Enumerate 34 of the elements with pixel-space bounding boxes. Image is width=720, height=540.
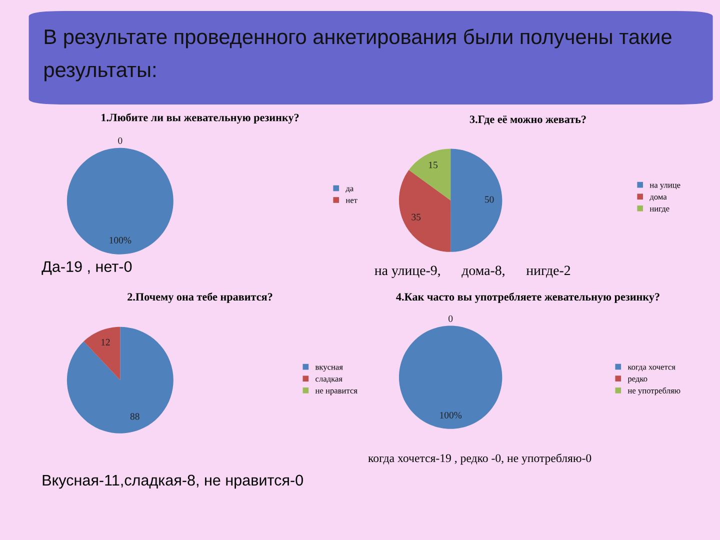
- chart-title: 2.Почему она тебе нравится?: [128, 292, 272, 303]
- data-label: 12: [101, 338, 110, 346]
- data-label: 88: [130, 413, 140, 420]
- pie-slice: [450, 148, 502, 252]
- legend-label: вкусная: [315, 366, 343, 372]
- text: когда хочется-19 , редко -0, не употребляю-0: [368, 454, 592, 465]
- chart-title: 4.Как часто вы употребляете жевательную резинку?: [396, 292, 660, 303]
- legend-label: нет: [346, 198, 358, 203]
- text: Вкусная-11,сладкая-8, не нравится-0: [42, 474, 303, 489]
- text: 0: [118, 137, 122, 144]
- legend-label: нигде: [650, 207, 670, 213]
- chart-title: 1.Любите ли вы жевательную резинку?: [102, 113, 299, 124]
- data-label: 35: [412, 214, 421, 220]
- data-label: 15: [429, 162, 438, 168]
- legend-label: не нравится: [315, 389, 358, 396]
- legend-label: не употребляю: [628, 387, 680, 396]
- text: В результате проведенного анкетирования были получены такие результаты:: [44, 28, 672, 82]
- data-label: 100%: [110, 236, 132, 244]
- legend-label: сладкая: [316, 378, 342, 384]
- pie-slice: [84, 326, 120, 380]
- legend-label: когда хочется: [628, 366, 676, 372]
- legend-label: на улице: [650, 184, 680, 190]
- legend-label: дома: [650, 196, 667, 202]
- pie-slice: [398, 170, 451, 252]
- pie-slice: [408, 148, 451, 200]
- text: Да-19 , нет-0: [42, 261, 132, 275]
- data-label: 50: [484, 196, 494, 203]
- legend-label: редко: [628, 378, 648, 384]
- pie-slice: [66, 326, 174, 434]
- text: 0: [448, 315, 453, 322]
- text: на улице-9, дома-8, нигде-2: [374, 266, 570, 278]
- legend-label: да: [346, 187, 354, 193]
- chart-title: 3.Где её можно жевать?: [470, 116, 586, 125]
- data-label: 100%: [440, 412, 462, 418]
